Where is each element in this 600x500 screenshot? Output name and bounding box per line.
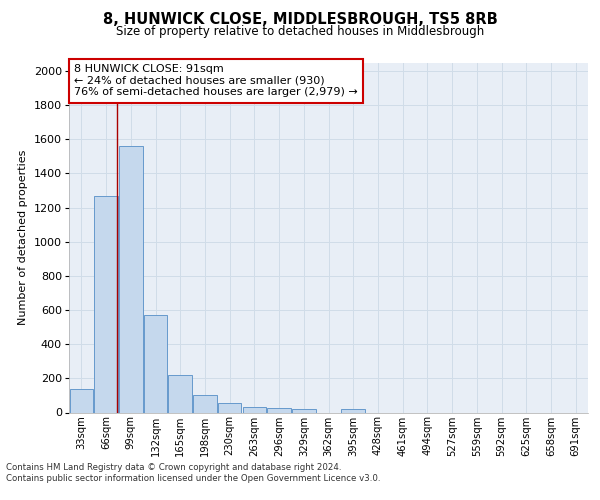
Bar: [268, 408, 291, 412]
Text: 8 HUNWICK CLOSE: 91sqm
← 24% of detached houses are smaller (930)
76% of semi-de: 8 HUNWICK CLOSE: 91sqm ← 24% of detached…: [74, 64, 358, 98]
Bar: [94, 196, 118, 412]
Bar: [341, 409, 365, 412]
Bar: [169, 375, 192, 412]
Bar: [144, 315, 167, 412]
Bar: [242, 408, 266, 412]
Bar: [119, 146, 143, 412]
Text: Contains public sector information licensed under the Open Government Licence v3: Contains public sector information licen…: [6, 474, 380, 483]
Bar: [218, 403, 241, 412]
Text: Size of property relative to detached houses in Middlesbrough: Size of property relative to detached ho…: [116, 25, 484, 38]
Bar: [292, 409, 316, 412]
Text: 8, HUNWICK CLOSE, MIDDLESBROUGH, TS5 8RB: 8, HUNWICK CLOSE, MIDDLESBROUGH, TS5 8RB: [103, 12, 497, 28]
Text: Contains HM Land Registry data © Crown copyright and database right 2024.: Contains HM Land Registry data © Crown c…: [6, 462, 341, 471]
Bar: [70, 388, 93, 412]
Bar: [193, 396, 217, 412]
Y-axis label: Number of detached properties: Number of detached properties: [19, 150, 28, 325]
